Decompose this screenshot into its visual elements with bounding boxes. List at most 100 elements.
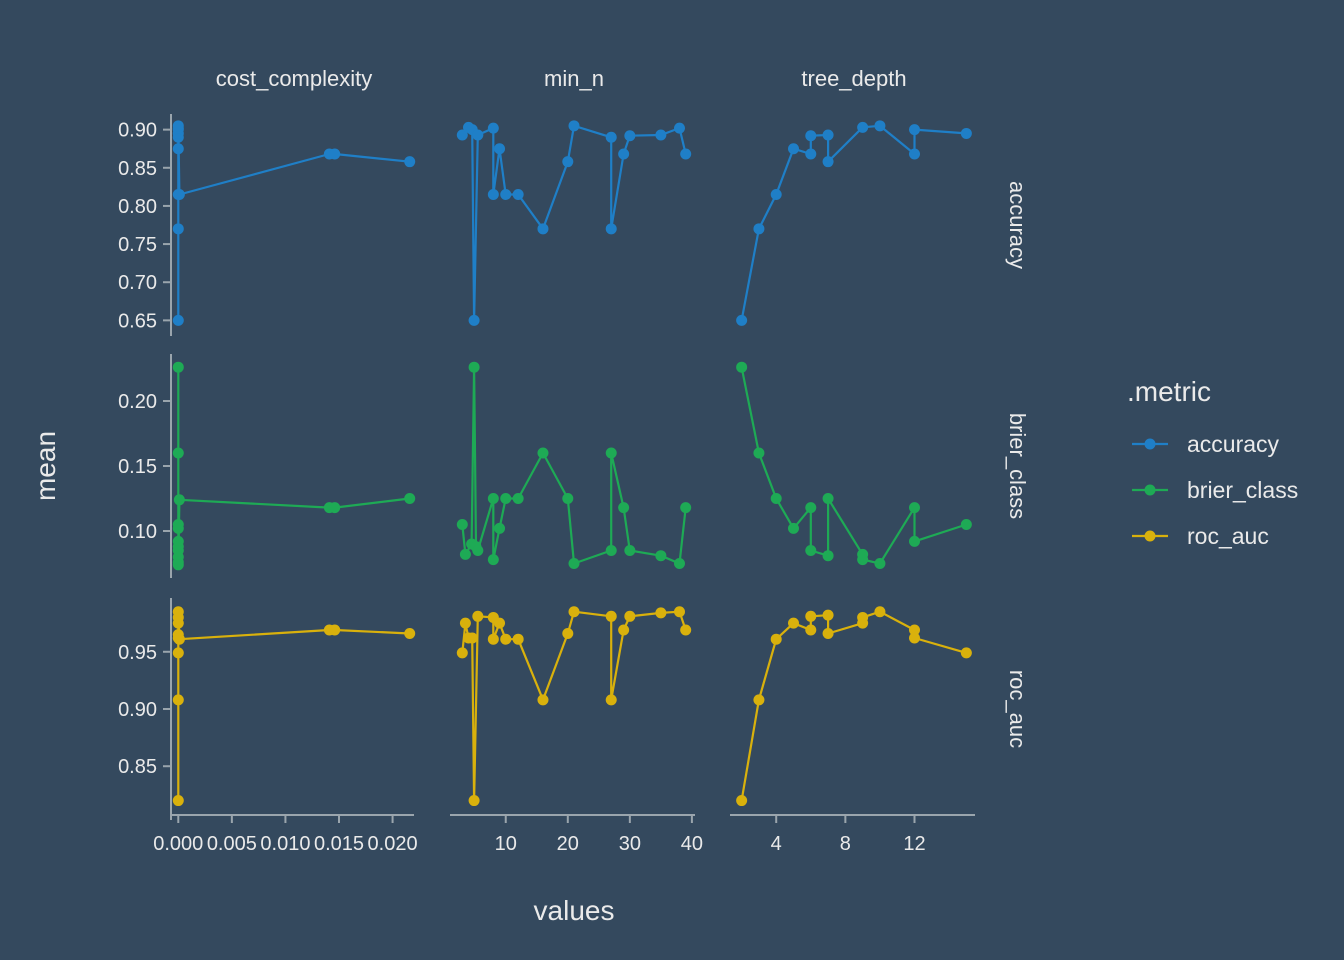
data-point-roc-auc	[512, 633, 524, 645]
data-point-roc-auc	[618, 624, 630, 636]
data-point-accuracy	[472, 129, 484, 141]
data-point-brier-class	[624, 545, 636, 556]
data-point-roc-auc	[788, 617, 799, 629]
data-point-roc-auc	[605, 610, 617, 622]
data-point-accuracy	[736, 314, 748, 326]
data-point-roc-auc	[494, 617, 506, 629]
data-point-roc-auc	[568, 606, 580, 618]
x-tick-label: 0.005	[207, 833, 257, 855]
y-tick-label: 0.95	[118, 642, 157, 664]
data-point-brier-class	[618, 502, 630, 514]
data-point-accuracy	[562, 156, 574, 168]
legend-title: .metric	[1127, 376, 1211, 407]
data-point-brier-class	[468, 361, 480, 373]
data-point-accuracy	[624, 130, 636, 142]
data-point-roc-auc	[857, 611, 869, 623]
strip-label-tree-depth: tree_depth	[801, 66, 906, 91]
data-point-roc-auc	[822, 609, 834, 621]
data-point-accuracy	[680, 148, 692, 160]
data-point-brier-class	[172, 447, 184, 459]
data-point-accuracy	[468, 314, 480, 326]
data-point-accuracy	[329, 148, 341, 160]
x-tick-label: 0.015	[314, 833, 364, 855]
data-point-roc-auc	[605, 694, 617, 706]
series-line-brier-class-tree-depth	[740, 366, 967, 565]
data-point-roc-auc	[172, 606, 184, 618]
data-point-roc-auc	[874, 606, 886, 618]
y-tick-label: 0.90	[118, 699, 157, 721]
data-point-roc-auc	[736, 795, 748, 807]
data-point-accuracy	[805, 148, 817, 160]
legend-label-roc-auc: roc_auc	[1187, 523, 1269, 549]
data-point-roc-auc	[655, 607, 667, 619]
x-tick-label: 12	[903, 833, 925, 855]
data-point-accuracy	[874, 120, 886, 132]
legend-key-point-roc-auc	[1144, 530, 1156, 542]
y-tick-label: 0.15	[118, 456, 157, 478]
data-point-brier-class	[459, 548, 471, 560]
data-point-roc-auc	[456, 647, 468, 659]
data-point-brier-class	[172, 522, 184, 534]
data-point-roc-auc	[562, 627, 574, 639]
data-point-brier-class	[680, 502, 692, 514]
data-point-brier-class	[655, 550, 667, 562]
legend-key-point-brier-class	[1144, 484, 1156, 496]
data-point-brier-class	[753, 447, 765, 459]
data-point-roc-auc	[472, 610, 484, 622]
data-point-accuracy	[655, 129, 667, 141]
data-point-brier-class	[562, 493, 574, 504]
data-point-accuracy	[172, 223, 184, 235]
data-point-accuracy	[822, 156, 834, 168]
data-point-roc-auc	[466, 632, 478, 644]
data-point-roc-auc	[404, 627, 416, 639]
data-point-accuracy	[512, 188, 524, 200]
data-point-accuracy	[500, 188, 512, 200]
y-axis-title: mean	[30, 431, 61, 501]
data-point-accuracy	[487, 188, 499, 200]
x-tick-label: 0.020	[368, 833, 418, 855]
data-point-brier-class	[404, 493, 416, 504]
x-axis-title: values	[534, 895, 615, 926]
x-tick-label: 20	[557, 833, 579, 855]
data-point-roc-auc	[673, 606, 685, 618]
data-point-brier-class	[960, 519, 972, 530]
x-tick-label: 0.000	[153, 833, 203, 855]
data-point-accuracy	[960, 127, 972, 139]
data-point-roc-auc	[909, 624, 920, 636]
y-tick-label: 0.20	[118, 391, 157, 413]
y-tick-label: 0.75	[118, 234, 157, 256]
data-point-roc-auc	[960, 647, 972, 659]
data-point-accuracy	[753, 223, 765, 235]
y-tick-label: 0.85	[118, 756, 157, 778]
data-point-brier-class	[874, 558, 886, 569]
data-point-brier-class	[805, 502, 817, 514]
data-point-brier-class	[822, 550, 834, 562]
data-point-brier-class	[472, 545, 484, 556]
x-tick-label: 40	[681, 833, 703, 855]
data-point-brier-class	[487, 554, 499, 566]
data-point-accuracy	[172, 143, 184, 155]
data-point-accuracy	[605, 131, 617, 143]
data-point-roc-auc	[753, 694, 765, 706]
data-point-roc-auc	[500, 633, 512, 645]
data-point-brier-class	[857, 554, 869, 566]
strip-label-cost-complexity: cost_complexity	[216, 66, 373, 91]
data-point-roc-auc	[822, 627, 834, 639]
data-point-brier-class	[537, 447, 549, 459]
legend-label-brier-class: brier_class	[1187, 477, 1298, 503]
panel-grid: cost_complexity min_n tree_depth accuracy br…	[118, 66, 1030, 855]
x-tick-label: 0.010	[260, 833, 310, 855]
data-point-accuracy	[537, 223, 549, 235]
data-point-roc-auc	[172, 795, 184, 807]
x-tick-label: 30	[619, 833, 641, 855]
data-point-brier-class	[500, 493, 512, 504]
data-point-roc-auc	[173, 633, 185, 645]
data-point-roc-auc	[909, 632, 920, 644]
data-point-brier-class	[494, 522, 506, 534]
data-point-brier-class	[172, 559, 184, 571]
strip-label-roc-auc: roc_auc	[1005, 670, 1030, 748]
data-point-roc-auc	[468, 795, 480, 807]
data-point-brier-class	[512, 493, 524, 504]
data-point-accuracy	[857, 121, 869, 133]
data-point-roc-auc	[680, 624, 692, 636]
